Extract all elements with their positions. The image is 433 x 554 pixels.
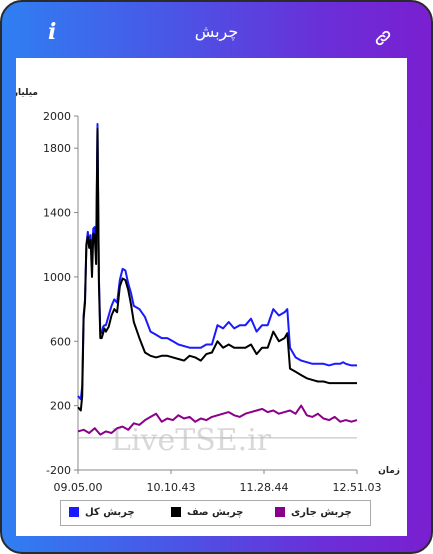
- x-tick-label: 09.05.00: [54, 481, 103, 494]
- legend-label: چربش کل: [85, 507, 135, 518]
- y-tick-label: 2000: [43, 110, 71, 123]
- chart-series: [77, 123, 358, 436]
- chart: LiveTSE.ir -200 200 600 1000 1400 1800 2000 09.…: [16, 88, 400, 494]
- legend-item: چربش جاری: [61, 506, 370, 520]
- watermark: LiveTSE.ir: [111, 423, 272, 458]
- y-axis-label: میلیارد تومان: [16, 88, 38, 98]
- y-tick-label: 600: [50, 335, 71, 348]
- legend-swatch: [69, 507, 79, 517]
- y-tick-label: 200: [50, 400, 71, 413]
- chart-axes: -200 200 600 1000 1400 1800 2000 09.05.00 10.10.…: [43, 110, 381, 494]
- chart-card: LiveTSE.ir -200 200 600 1000 1400 1800 2000 09.…: [16, 58, 407, 536]
- x-tick-label: 10.10.43: [147, 481, 196, 494]
- y-tick-label: 1800: [43, 142, 71, 155]
- legend-swatch: [275, 507, 285, 517]
- legend-label: چربش صف: [187, 507, 244, 518]
- info-icon[interactable]: i: [48, 19, 57, 45]
- header: i چربش: [2, 2, 431, 58]
- legend-swatch: [171, 507, 181, 517]
- x-tick-label: 11.28.44: [240, 481, 289, 494]
- y-tick-label: 1000: [43, 271, 71, 284]
- series-line-0: [77, 123, 357, 401]
- x-tick-label: 12.51.03: [333, 481, 382, 494]
- legend-item: چربش صف: [61, 506, 370, 520]
- y-tick-label: 1400: [43, 207, 71, 220]
- chart-legend: چربش کل چربش صف چربش جاری: [60, 500, 371, 526]
- link-icon[interactable]: [374, 29, 392, 47]
- series-line-2: [77, 404, 358, 436]
- y-tick-label: -200: [46, 464, 71, 477]
- page-title: چربش: [194, 22, 239, 41]
- series-line-1: [77, 127, 357, 412]
- x-axis-label: زمان: [378, 466, 400, 476]
- legend-item: چربش کل: [61, 506, 370, 520]
- legend-label: چربش جاری: [291, 507, 352, 518]
